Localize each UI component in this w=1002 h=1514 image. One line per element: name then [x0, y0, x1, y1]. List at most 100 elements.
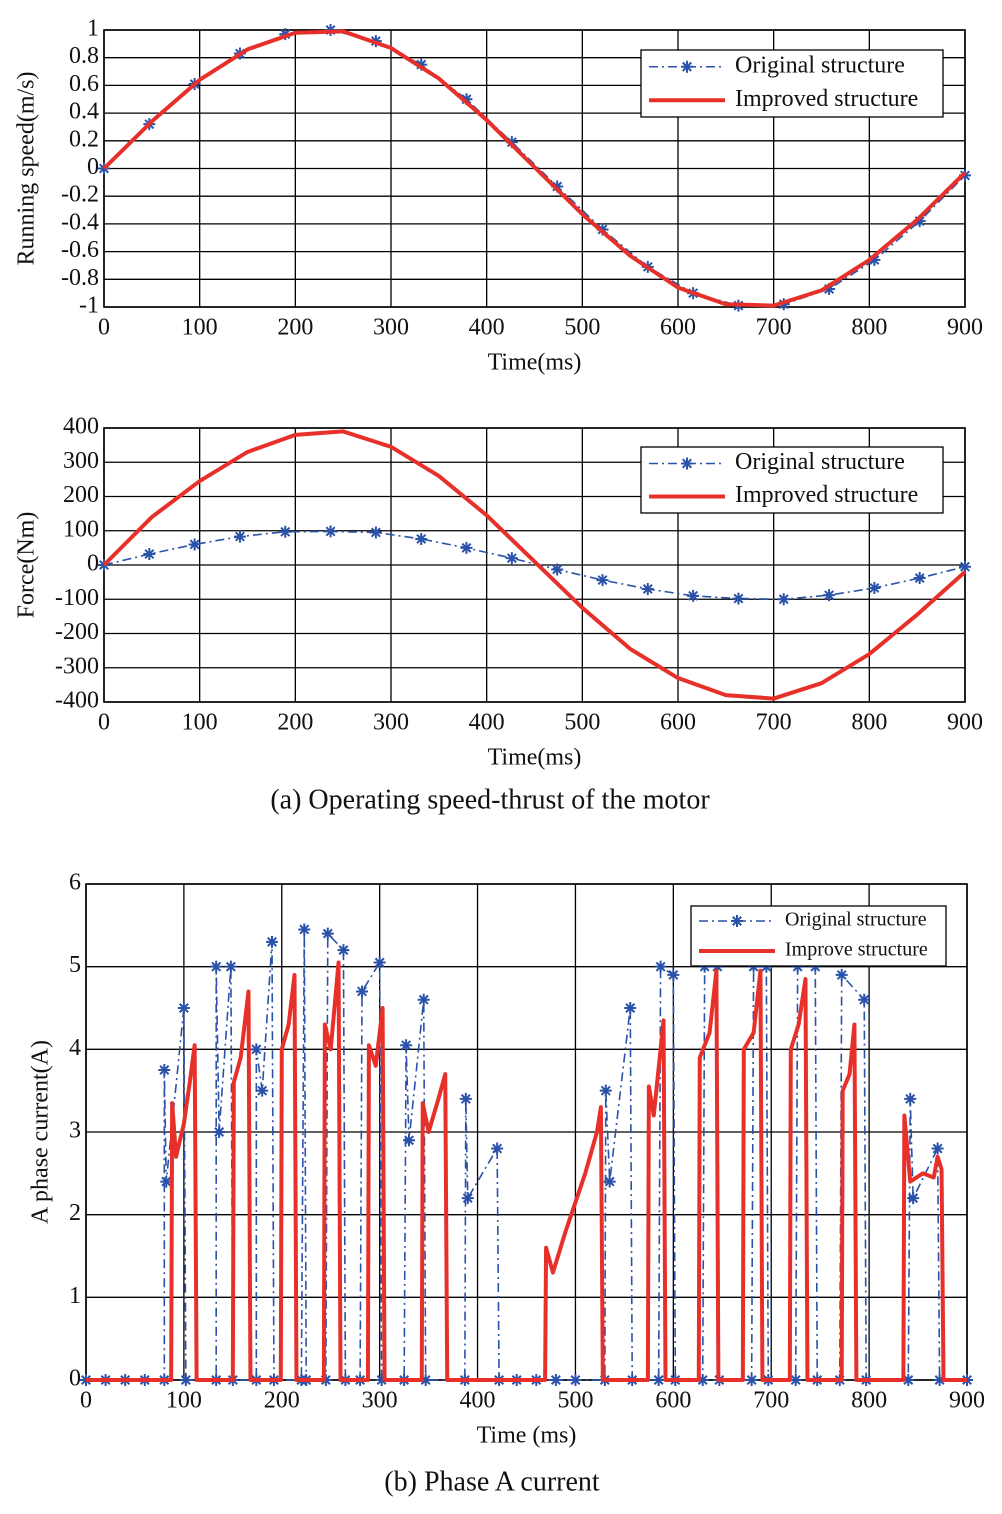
legend-label: Improve structure	[785, 939, 928, 961]
x-tick-label: 100	[182, 710, 218, 736]
y-axis-label: A phase current(A)	[28, 1040, 54, 1224]
y-tick-label: -400	[55, 688, 99, 714]
y-axis-label: Force(Nm)	[14, 512, 40, 619]
y-tick-label: 1	[87, 16, 99, 42]
y-tick-label: 1	[69, 1283, 81, 1309]
marker	[868, 581, 881, 594]
marker	[461, 1192, 474, 1205]
marker	[177, 1002, 190, 1014]
marker	[732, 592, 745, 605]
x-tick-label: 100	[166, 1388, 202, 1414]
y-tick-label: 4	[69, 1035, 81, 1061]
marker	[652, 1374, 665, 1386]
marker	[913, 215, 926, 228]
x-tick-label: 0	[80, 1388, 92, 1414]
x-axis-label: Time(ms)	[488, 745, 582, 771]
marker	[400, 1039, 413, 1052]
legend-label: Original structure	[735, 449, 905, 475]
marker	[403, 1134, 416, 1147]
x-tick-label: 700	[753, 1388, 789, 1414]
marker	[551, 563, 564, 576]
marker	[603, 1175, 616, 1188]
marker	[599, 1084, 612, 1097]
y-tick-label: 200	[63, 482, 99, 508]
marker	[460, 93, 473, 106]
marker	[760, 960, 773, 973]
legend-box	[690, 905, 947, 967]
y-tick-label: -0.8	[61, 265, 99, 291]
marker	[711, 960, 724, 973]
y-tick-label: 300	[63, 448, 99, 474]
marker	[904, 1092, 917, 1105]
marker	[641, 582, 654, 595]
x-tick-label: 600	[660, 315, 696, 341]
x-axis-label: Time(ms)	[488, 350, 582, 376]
legend-box	[640, 49, 944, 118]
legend-label: Improved structure	[735, 482, 918, 508]
y-tick-label: 0	[87, 154, 99, 180]
marker	[809, 960, 822, 973]
x-tick-label: 400	[469, 315, 505, 341]
marker	[698, 960, 711, 973]
marker	[224, 960, 237, 973]
plot: 0 1 2 3 4 5 6 0 100 200 300 400 500 600 700 800 900 Time …	[28, 870, 986, 1449]
marker	[745, 1374, 758, 1386]
plot: -1-0.8-0.6-0.4-0.200.20.40.60.810 100 200 3…	[14, 16, 984, 376]
x-tick-label: 300	[373, 315, 409, 341]
marker	[256, 1084, 269, 1097]
y-tick-label: 100	[63, 516, 99, 542]
legend-label: Improved structure	[735, 86, 918, 112]
marker	[569, 1374, 582, 1386]
y-tick-label: -1	[79, 293, 99, 319]
marker	[747, 960, 760, 973]
marker	[321, 927, 334, 940]
series-line	[86, 960, 967, 1382]
x-tick-label: 900	[949, 1388, 985, 1414]
x-tick-label: 500	[564, 315, 600, 341]
plot: -400 -300 -200 -100 0 100 200 300 400 0 100 200 300 4…	[14, 414, 984, 771]
y-tick-label: 400	[63, 414, 99, 440]
x-axis-label: Time (ms)	[477, 1423, 577, 1449]
marker	[505, 552, 518, 565]
x-tick-label: 700	[756, 315, 792, 341]
marker	[902, 1374, 915, 1386]
marker	[687, 589, 700, 602]
marker	[160, 1175, 173, 1188]
marker	[419, 1374, 432, 1386]
y-tick-label: 0	[69, 1366, 81, 1392]
marker	[549, 1374, 562, 1386]
marker	[415, 532, 428, 545]
y-tick-label: -300	[55, 653, 99, 679]
x-tick-label: 400	[469, 710, 505, 736]
x-tick-label: 900	[947, 710, 983, 736]
marker	[324, 525, 337, 538]
marker	[143, 548, 156, 561]
marker	[789, 1374, 802, 1386]
marker	[373, 956, 386, 969]
marker	[265, 935, 278, 948]
marker	[415, 58, 428, 71]
marker	[596, 574, 609, 587]
legend-marker	[681, 60, 693, 73]
y-tick-label: 6	[69, 870, 81, 896]
marker	[298, 923, 311, 936]
y-axis-label: Running speed(m/s)	[14, 72, 40, 266]
y-tick-label: 2	[69, 1200, 81, 1226]
caption: (a) Operating speed-thrust of the motor	[270, 784, 710, 815]
marker	[375, 1374, 388, 1386]
marker	[654, 960, 667, 973]
marker	[158, 1064, 171, 1076]
x-tick-label: 800	[851, 710, 887, 736]
marker	[835, 968, 848, 981]
x-tick-label: 600	[655, 1388, 691, 1414]
x-tick-label: 300	[373, 710, 409, 736]
series-line	[102, 29, 967, 308]
series-line	[86, 928, 967, 1381]
marker	[913, 572, 926, 585]
marker	[233, 530, 246, 543]
y-tick-label: -0.2	[61, 182, 99, 208]
y-tick-label: 0.8	[69, 43, 99, 69]
y-tick-label: 0.2	[69, 126, 99, 152]
x-tick-label: 900	[947, 315, 983, 341]
